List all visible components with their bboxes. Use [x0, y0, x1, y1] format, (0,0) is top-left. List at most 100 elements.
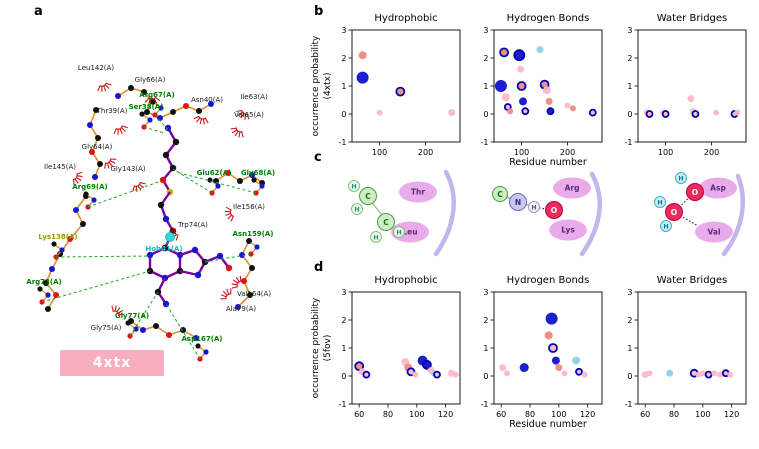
- plot-frame: [351, 291, 461, 405]
- residue-blob: [399, 181, 437, 203]
- x-tick-label: 120: [724, 410, 739, 419]
- ligand-structure: [159, 124, 180, 196]
- residue-label: Ile156(A): [233, 203, 265, 211]
- scatter-point: [494, 80, 507, 92]
- x-axis-label-d: Residue number: [509, 419, 587, 430]
- protein-chain: [115, 85, 214, 121]
- protein-chain: [87, 107, 103, 180]
- atom-circle: [665, 203, 683, 221]
- x-tick-label: 60: [354, 410, 364, 419]
- hydrophobic-residue: Gly75(A): [91, 305, 125, 332]
- atom-label: H: [373, 234, 378, 241]
- residue-blob-label: Thr: [411, 188, 425, 197]
- y-tick-label: 3: [627, 288, 632, 297]
- atom-circle: [351, 203, 363, 215]
- residue-blob-label: Arg: [565, 184, 580, 193]
- scatter-point: [734, 109, 741, 116]
- atom-circle: [528, 201, 540, 213]
- residue-label: Gly77(A): [115, 312, 149, 320]
- atom-circle: [654, 196, 666, 208]
- protein-chain: [43, 193, 89, 312]
- y-tick-label: 2: [627, 54, 632, 63]
- scatter-point: [666, 369, 674, 377]
- atom: [150, 99, 156, 105]
- residue-label: Leu142(A): [78, 64, 114, 72]
- y-tick-label: -1: [481, 138, 489, 147]
- atom: [216, 252, 224, 260]
- atom: [215, 183, 221, 189]
- y-tick-label: 1: [341, 82, 346, 91]
- atom-label: C: [497, 190, 503, 199]
- y-tick-label: 2: [627, 316, 632, 325]
- chart-title-b3: Water Bridges: [656, 13, 728, 24]
- atom-label: H: [663, 223, 668, 230]
- x-tick-label: 100: [372, 148, 387, 157]
- ligand-structure: [204, 252, 233, 272]
- y-tick-label: 3: [483, 26, 488, 35]
- atom: [251, 177, 257, 183]
- atom: [141, 89, 147, 95]
- water-label: Hoh41(A): [145, 245, 182, 253]
- hydrophobic-residue: Val164(A): [231, 275, 271, 298]
- residue-label: Gly66(A): [135, 76, 166, 84]
- protein-chain: [128, 318, 199, 341]
- scatter-point: [395, 86, 406, 97]
- residue-label: Arg69(A): [72, 183, 107, 191]
- atom-circle: [393, 226, 405, 238]
- hydrogen-bond-line: [41, 270, 151, 303]
- atom: [195, 343, 201, 349]
- hbond-residue: Lys138(A): [38, 233, 151, 260]
- residue-label: Val164(A): [237, 290, 271, 298]
- plot-frame: [351, 29, 461, 143]
- atom: [158, 105, 164, 111]
- residue-blob: [553, 177, 591, 199]
- residue-label: Val65(A): [234, 111, 264, 119]
- scatter-point: [545, 312, 558, 325]
- atom: [95, 135, 101, 141]
- eyelash-arc-icon: [112, 310, 120, 316]
- y-tick-label: 2: [483, 54, 488, 63]
- protein-chain: [213, 170, 265, 186]
- hydrogen-bond-line: [172, 168, 213, 194]
- residue-label: Thr39(A): [96, 107, 128, 115]
- atom: [157, 201, 165, 209]
- residue-label: Gly64(A): [82, 143, 113, 151]
- y-tick-label: -1: [625, 138, 633, 147]
- x-axis-label-b: Residue number: [509, 157, 587, 168]
- x-tick-label: 200: [560, 148, 575, 157]
- atom-circle: [545, 201, 563, 219]
- x-tick-label: 200: [704, 148, 719, 157]
- x-tick-label: 60: [496, 410, 506, 419]
- atom-label: N: [515, 198, 521, 207]
- atom: [37, 286, 43, 292]
- y-tick-label: -1: [339, 138, 347, 147]
- residue-label: Gly143(A): [110, 165, 145, 173]
- scatter-point: [713, 109, 720, 116]
- ligand-structure: [157, 191, 177, 252]
- hydrogen-bond-cartoon: Arg Lys C N H O: [492, 171, 602, 257]
- hydrophobic-residue: Asn40(A): [191, 96, 223, 125]
- x-tick-label: 120: [438, 410, 453, 419]
- panel-label-d: d: [314, 260, 324, 275]
- y-tick-label: 2: [483, 316, 488, 325]
- atom-label: C: [383, 218, 389, 227]
- hbond-residue: Arg73(A): [26, 270, 151, 305]
- hydrophobic-residue: Leu142(A): [78, 64, 114, 92]
- atom: [146, 251, 154, 259]
- x-tick-label: 120: [580, 410, 595, 419]
- residue-label: Gly75(A): [91, 324, 122, 332]
- scatter-point: [717, 371, 724, 378]
- atom-label: H: [657, 199, 662, 206]
- water-bridges-plot-4xtx: -1 0 1 2 3 100 200: [625, 26, 747, 157]
- residue-blob: [695, 221, 733, 243]
- atom: [91, 197, 97, 203]
- atom: [128, 85, 134, 91]
- atom-circle: [377, 213, 395, 231]
- atom: [45, 292, 51, 298]
- scatter-point: [358, 51, 367, 60]
- y-tick-label: 0: [483, 110, 488, 119]
- hbond-residue: Gly77(A): [115, 291, 159, 339]
- y-tick-label: 1: [483, 82, 488, 91]
- atom: [194, 271, 202, 279]
- residue-label: Gly68(A): [241, 169, 275, 177]
